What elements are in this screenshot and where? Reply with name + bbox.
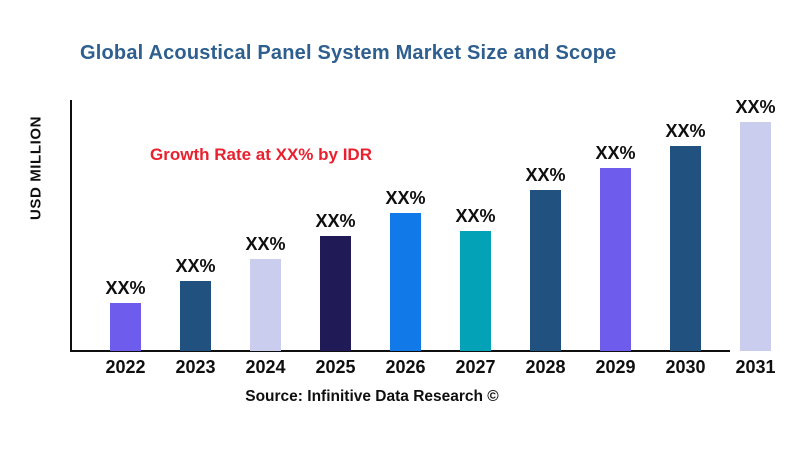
bar-2031 <box>740 122 771 351</box>
bar-2026 <box>390 213 421 351</box>
bar-2024 <box>250 259 281 351</box>
y-axis-line <box>70 100 72 352</box>
bar-value-label-2023: XX% <box>175 256 216 276</box>
x-tick-2031: 2031 <box>735 357 776 377</box>
x-tick-2025: 2025 <box>315 357 356 377</box>
x-tick-2027: 2027 <box>455 357 496 377</box>
bar-value-label-2030: XX% <box>665 121 706 141</box>
bar-value-label-2028: XX% <box>525 165 566 185</box>
bar-value-label-2027: XX% <box>455 206 496 226</box>
bar-2023 <box>180 281 211 351</box>
bar-value-label-2026: XX% <box>385 188 426 208</box>
x-tick-2030: 2030 <box>665 357 706 377</box>
x-tick-2026: 2026 <box>385 357 426 377</box>
y-axis-label: USD MILLION <box>27 115 45 221</box>
x-tick-2023: 2023 <box>175 357 216 377</box>
bar-2027 <box>460 231 491 351</box>
bar-value-label-2025: XX% <box>315 211 356 231</box>
x-tick-2029: 2029 <box>595 357 636 377</box>
x-tick-2024: 2024 <box>245 357 286 377</box>
bar-2029 <box>600 168 631 351</box>
bar-2025 <box>320 236 351 351</box>
bar-value-label-2031: XX% <box>735 97 776 117</box>
bar-2030 <box>670 146 701 351</box>
bar-2022 <box>110 303 141 351</box>
bar-2028 <box>530 190 561 351</box>
x-tick-2028: 2028 <box>525 357 566 377</box>
bar-value-label-2024: XX% <box>245 234 286 254</box>
x-tick-2022: 2022 <box>105 357 146 377</box>
bar-value-label-2022: XX% <box>105 278 146 298</box>
growth-rate-annotation: Growth Rate at XX% by IDR <box>150 145 372 164</box>
x-axis-line <box>70 350 730 352</box>
bar-value-label-2029: XX% <box>595 143 636 163</box>
source-attribution: Source: Infinitive Data Research © <box>245 388 499 405</box>
chart-title: Global Acoustical Panel System Market Si… <box>80 42 617 64</box>
